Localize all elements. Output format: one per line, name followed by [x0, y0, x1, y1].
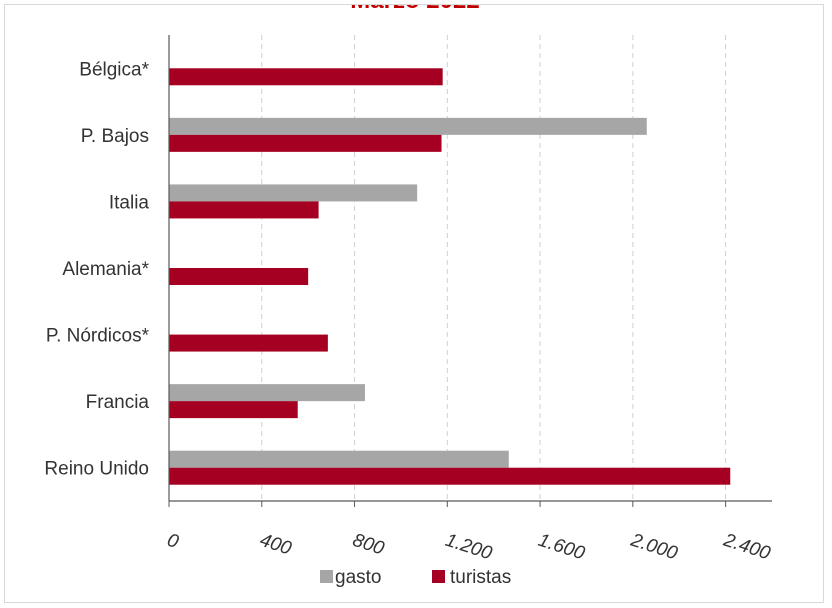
bar-gasto [169, 450, 509, 468]
bar-turistas [169, 334, 328, 352]
category-label: P. Bajos [81, 126, 149, 147]
legend-label-turistas: turistas [450, 567, 511, 588]
chart-title: Marzo 2022 [5, 5, 823, 15]
x-tick-label: 1.600 [536, 530, 588, 565]
category-label: P. Nórdicos* [46, 326, 150, 347]
bar-turistas [169, 467, 731, 485]
x-tick-label: 0 [164, 530, 181, 553]
category-label: Alemania* [62, 259, 149, 280]
x-tick-label: 1.200 [443, 530, 495, 565]
bar-gasto [169, 384, 365, 402]
legend-swatch-turistas [432, 570, 445, 583]
legend-label-gasto: gasto [335, 567, 381, 588]
x-tick-label: 2.000 [627, 529, 680, 564]
bar-gasto [169, 184, 418, 202]
bar-chart: Bélgica* P. Bajos Italia Alemania* P. Nórdic… [44, 35, 773, 588]
x-tick-label: 400 [257, 530, 294, 560]
category-label: Francia [86, 392, 150, 413]
bar-turistas [169, 134, 442, 152]
category-label: Reino Unido [44, 459, 149, 480]
bar-turistas [169, 68, 443, 86]
category-label: Bélgica* [79, 59, 149, 80]
bar-turistas [169, 201, 319, 219]
bar-turistas [169, 268, 309, 285]
chart-frame: Marzo 2022 Bélgica* P. Bajos Italia Alemani… [4, 4, 824, 603]
x-tick-label: 800 [350, 530, 387, 560]
x-tick-label: 2.400 [720, 529, 773, 564]
bar-gasto [169, 117, 647, 135]
legend-swatch-gasto [320, 570, 333, 583]
category-label: Italia [109, 192, 150, 213]
bar-turistas [169, 401, 298, 419]
